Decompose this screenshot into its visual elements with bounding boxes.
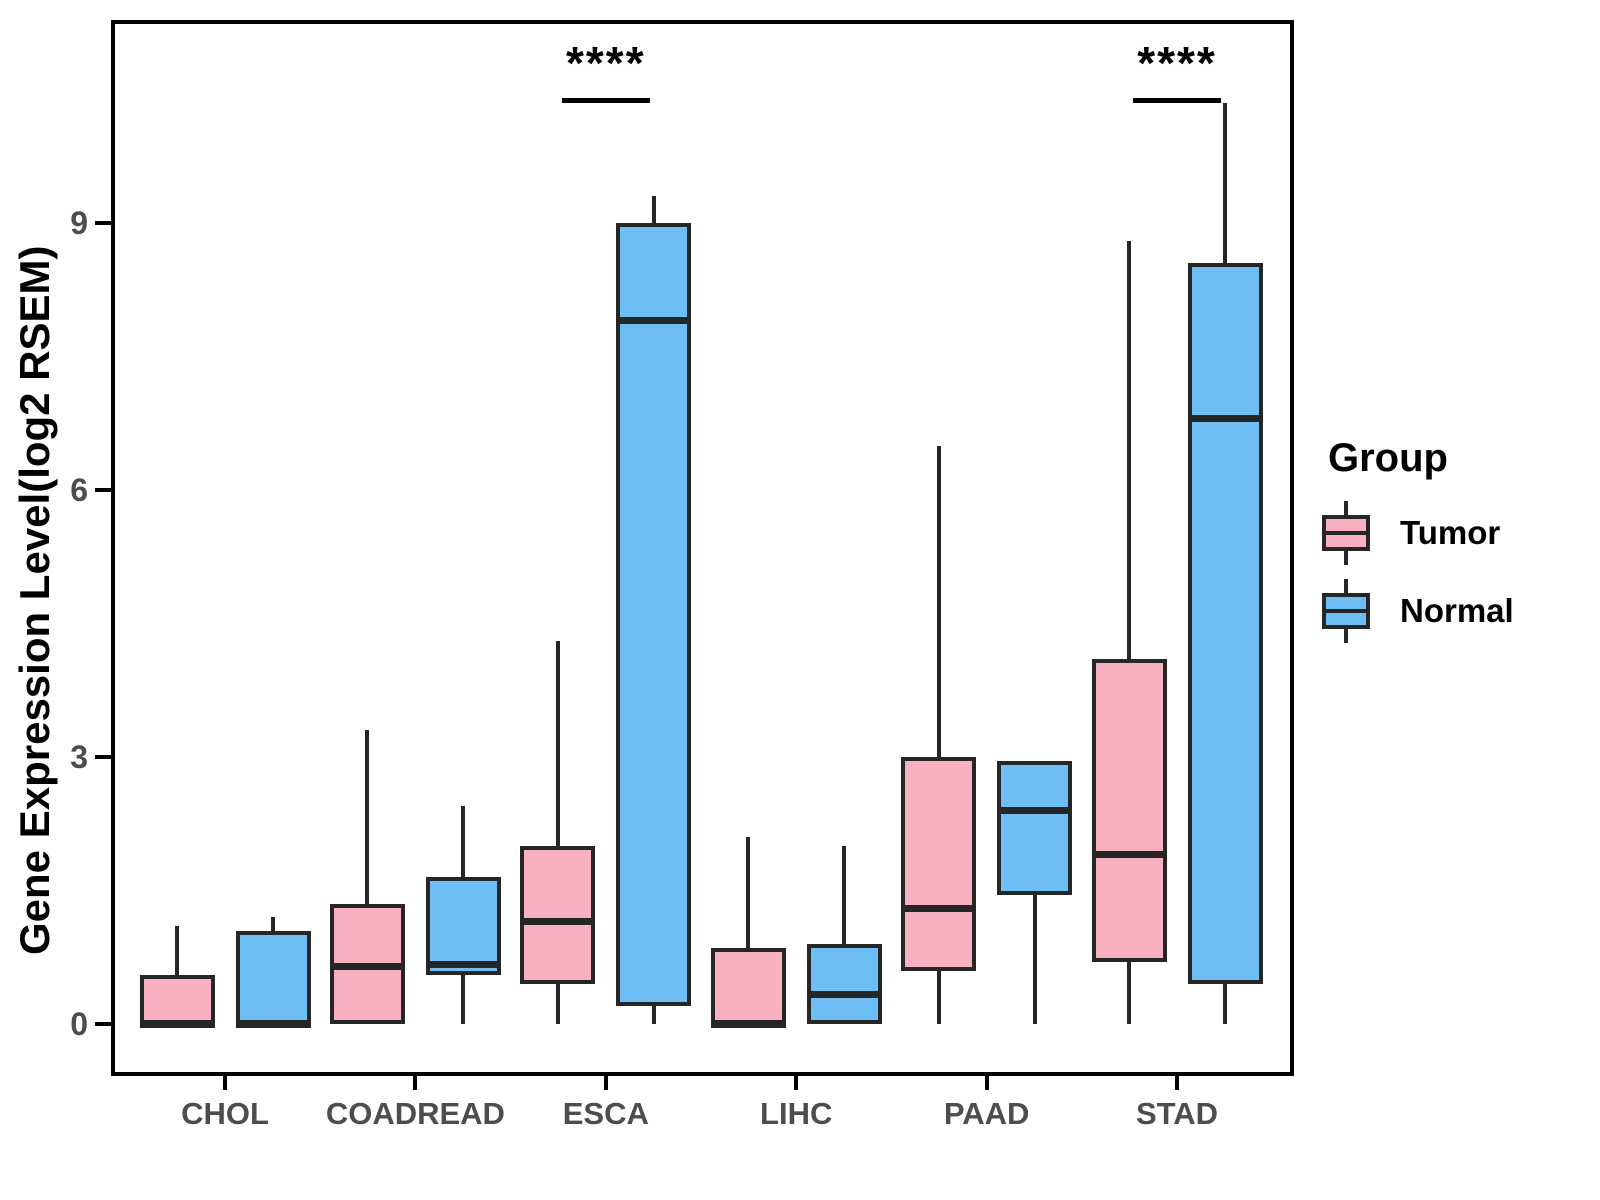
box-CHOL-normal [235, 930, 311, 1024]
upper-whisker-LIHC-normal [842, 846, 847, 944]
x-axis-category-label: CHOL [181, 1096, 269, 1131]
y-tick-mark [95, 755, 111, 759]
legend-entry-tumor: Tumor [1322, 501, 1582, 565]
lower-whisker-PAAD-normal [1032, 894, 1037, 1024]
boxplot-key-icon [1322, 579, 1370, 643]
lower-whisker-STAD-tumor [1127, 961, 1131, 1024]
significance-underline-ESCA [561, 98, 650, 103]
median-line-LIHC-normal [806, 991, 882, 999]
box-ESCA-normal [616, 223, 692, 1007]
upper-whisker-LIHC-tumor [746, 837, 751, 949]
box-ESCA-tumor [520, 846, 596, 984]
box-COADREAD-normal [425, 877, 501, 976]
y-tick-label: 9 [70, 205, 88, 241]
upper-whisker-PAAD-tumor [936, 445, 941, 757]
legend-entry-normal: Normal [1322, 579, 1582, 643]
significance-label-ESCA: **** [565, 37, 646, 89]
lower-whisker-STAD-normal [1223, 983, 1227, 1024]
box-CHOL-tumor [139, 975, 215, 1024]
legend-label: Tumor [1400, 514, 1501, 551]
y-tick-mark [95, 221, 111, 225]
y-tick-label: 0 [70, 1006, 88, 1042]
lower-whisker-ESCA-tumor [555, 983, 560, 1024]
x-axis-category-label: PAAD [943, 1096, 1030, 1131]
upper-whisker-COADREAD-normal [461, 805, 466, 878]
median-line-ESCA-tumor [520, 918, 596, 926]
x-tick-mark [984, 1076, 989, 1090]
x-axis-category-label: ESCA [562, 1096, 649, 1131]
median-line-STAD-tumor [1091, 851, 1167, 859]
lower-whisker-PAAD-tumor [936, 970, 941, 1024]
x-tick-mark [413, 1076, 418, 1090]
box-STAD-tumor [1091, 659, 1167, 962]
x-axis-category-label: STAD [1135, 1096, 1219, 1131]
lower-whisker-ESCA-normal [651, 1006, 656, 1024]
median-line-PAAD-tumor [901, 904, 977, 912]
x-axis-category-label: COADREAD [325, 1096, 505, 1131]
median-line-CHOL-normal [235, 1020, 311, 1028]
legend: Group Tumor Normal [1322, 436, 1582, 657]
significance-label-STAD: **** [1137, 37, 1217, 89]
y-tick-label: 3 [70, 739, 88, 775]
median-line-PAAD-normal [997, 806, 1073, 814]
legend-title: Group [1328, 436, 1448, 480]
box-LIHC-normal [806, 943, 882, 1024]
upper-whisker-CHOL-normal [271, 917, 275, 931]
x-tick-mark [603, 1076, 608, 1090]
median-line-CHOL-tumor [139, 1020, 215, 1028]
upper-whisker-ESCA-normal [651, 196, 656, 223]
y-tick-mark [95, 1022, 111, 1026]
box-PAAD-tumor [901, 757, 977, 971]
significance-underline-STAD [1133, 98, 1221, 103]
x-tick-mark [223, 1076, 227, 1090]
upper-whisker-CHOL-tumor [175, 926, 179, 976]
x-tick-mark [794, 1076, 799, 1090]
legend-entries: Tumor Normal [1322, 501, 1582, 643]
median-line-ESCA-normal [616, 317, 692, 325]
upper-whisker-STAD-tumor [1127, 240, 1131, 660]
box-PAAD-normal [997, 761, 1073, 895]
median-line-COADREAD-tumor [329, 962, 405, 970]
y-tick-label: 6 [70, 472, 88, 508]
upper-whisker-COADREAD-tumor [365, 730, 370, 904]
legend-label: Normal [1400, 592, 1514, 629]
box-LIHC-tumor [710, 948, 786, 1024]
x-axis-category-label: LIHC [760, 1096, 833, 1131]
y-tick-mark [95, 488, 111, 492]
box-STAD-normal [1187, 263, 1263, 984]
boxplot-key-icon [1322, 501, 1370, 565]
upper-whisker-ESCA-tumor [555, 641, 560, 846]
upper-whisker-STAD-normal [1223, 102, 1227, 264]
median-line-STAD-normal [1187, 415, 1263, 423]
median-line-LIHC-tumor [710, 1020, 786, 1028]
x-tick-mark [1175, 1076, 1179, 1090]
lower-whisker-COADREAD-normal [461, 975, 466, 1024]
median-line-COADREAD-normal [425, 960, 501, 968]
